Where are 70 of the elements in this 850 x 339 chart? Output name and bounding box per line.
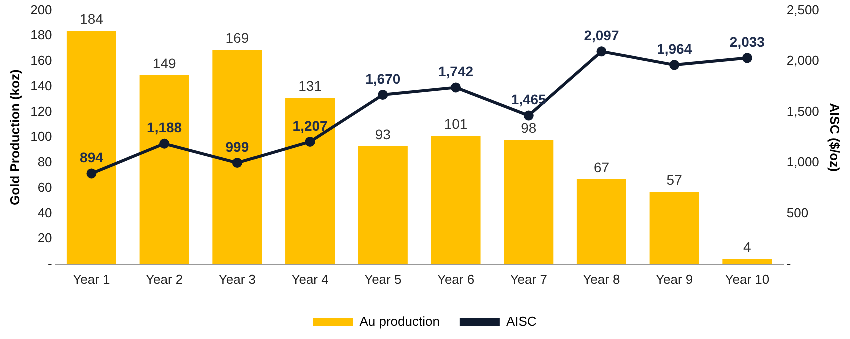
point	[305, 136, 316, 147]
y2-tick-label: 1,000	[786, 154, 820, 170]
data-label: 999	[226, 138, 250, 155]
x-tick-label: Year 6	[437, 272, 475, 287]
bar	[140, 75, 190, 264]
bar	[504, 140, 554, 264]
y-tick-label: 80	[38, 154, 52, 170]
data-label: 894	[80, 150, 104, 166]
y2-tick-label: 500	[786, 205, 809, 220]
y-tick-label: 120	[30, 104, 52, 119]
data-label: 1,964	[657, 41, 692, 58]
data-label: 93	[375, 126, 392, 142]
y-tick-label: 100	[30, 129, 52, 144]
y-tick-label: 20	[38, 230, 52, 246]
data-label: 2,033	[730, 34, 766, 50]
x-tick-label: Year 2	[146, 272, 184, 287]
point	[160, 138, 170, 149]
y2-axis-title: AISC ($/oz)	[828, 103, 843, 172]
data-label: 184	[80, 10, 104, 27]
point	[378, 90, 388, 100]
y-tick-label: 40	[38, 205, 52, 220]
y2-tick-label: -	[786, 256, 792, 271]
y2-tick-label: 2,500	[786, 2, 820, 18]
x-tick-label: Year 10	[725, 272, 770, 287]
data-label: 1,465	[511, 92, 547, 108]
data-label: 169	[226, 30, 250, 46]
legend-label: Au production	[360, 314, 440, 330]
y-tick-label: 60	[38, 180, 52, 195]
legend-label: AISC	[506, 314, 537, 330]
data-label: 98	[521, 120, 537, 136]
point	[670, 60, 680, 70]
bar	[650, 192, 700, 264]
point	[86, 168, 97, 179]
data-label: 131	[298, 78, 322, 94]
y-tick-label: 200	[30, 2, 52, 18]
bar	[286, 98, 336, 264]
bar	[576, 179, 626, 264]
y-axis-title: Gold Production (koz)	[7, 70, 22, 206]
data-label: 2,097	[584, 28, 620, 44]
data-label: 101	[444, 116, 468, 132]
data-label: 1,670	[366, 70, 401, 87]
x-tick-label: Year 4	[292, 272, 329, 287]
data-label: 1,207	[292, 118, 328, 134]
data-label: 1,742	[438, 64, 474, 80]
y-tick-label: 140	[30, 78, 52, 94]
bar	[431, 136, 481, 264]
x-tick-label: Year 5	[364, 272, 402, 287]
bar	[212, 50, 262, 264]
bar	[358, 146, 408, 264]
y-tick-label: 160	[30, 53, 52, 68]
point	[596, 46, 607, 57]
data-label: 4	[744, 239, 752, 256]
point	[742, 53, 752, 64]
x-tick-label: Year 7	[510, 272, 548, 287]
point	[524, 110, 534, 121]
x-tick-label: Year 8	[583, 272, 620, 287]
y2-tick-label: 1,500	[786, 104, 820, 119]
data-label: 149	[152, 55, 176, 72]
y2-tick-label: 2,000	[786, 53, 820, 68]
y-tick-label: 180	[30, 28, 52, 43]
point	[451, 82, 462, 93]
data-label: 67	[594, 159, 610, 176]
x-tick-label: Year 1	[73, 272, 110, 287]
data-label: 1,188	[147, 120, 182, 136]
bar	[66, 31, 116, 264]
x-tick-label: Year 3	[218, 272, 256, 287]
point	[232, 158, 242, 168]
y-tick-label: -	[48, 256, 52, 271]
data-label: 57	[666, 172, 683, 188]
x-tick-label: Year 9	[656, 272, 694, 287]
